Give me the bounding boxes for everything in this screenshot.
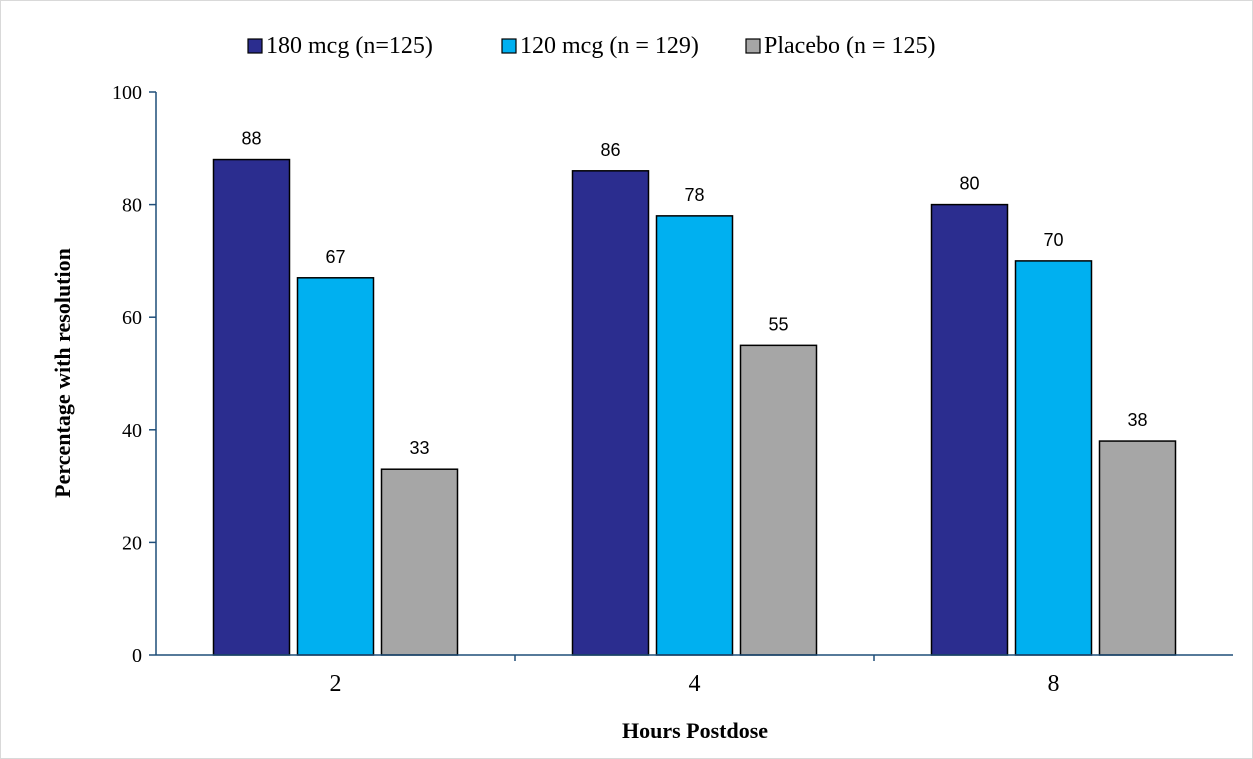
x-tick-label: 4 bbox=[689, 671, 701, 697]
legend-swatch bbox=[745, 38, 761, 54]
x-tick-label: 2 bbox=[330, 671, 342, 697]
x-tick-label: 8 bbox=[1048, 671, 1060, 697]
legend-label: 120 mcg (n = 129) bbox=[520, 33, 699, 59]
legend-label: 180 mcg (n=125) bbox=[266, 33, 433, 59]
data-label: 86 bbox=[600, 140, 620, 160]
bar-2-2 bbox=[296, 277, 375, 656]
y-tick-label: 100 bbox=[112, 82, 142, 104]
data-label: 33 bbox=[409, 438, 429, 458]
data-label: 78 bbox=[684, 185, 704, 205]
y-tick-label: 60 bbox=[122, 307, 142, 329]
data-label: 38 bbox=[1127, 410, 1147, 430]
data-label: 67 bbox=[325, 247, 345, 267]
bar-1-2 bbox=[212, 158, 291, 656]
legend-swatch bbox=[501, 38, 517, 54]
bar-3-8 bbox=[1098, 440, 1177, 656]
x-axis-label: Hours Postdose bbox=[622, 718, 768, 743]
data-labels: 88 67 33 86 78 55 80 70 38 bbox=[241, 129, 1147, 459]
y-axis-label: Percentage with resolution bbox=[50, 248, 75, 498]
data-label: 80 bbox=[959, 174, 979, 194]
axes: 0 20 40 60 80 100 2 4 8 bbox=[112, 82, 1233, 697]
legend-label: Placebo (n = 125) bbox=[764, 33, 936, 59]
data-label: 70 bbox=[1043, 230, 1063, 250]
legend: 180 mcg (n=125) 120 mcg (n = 129) Placebo … bbox=[247, 33, 936, 59]
y-tick-label: 80 bbox=[122, 195, 142, 217]
y-tick-label: 0 bbox=[132, 645, 142, 667]
data-label: 88 bbox=[241, 129, 261, 149]
legend-swatch bbox=[247, 38, 263, 54]
y-tick-label: 20 bbox=[122, 532, 142, 554]
y-tick-label: 40 bbox=[122, 420, 142, 442]
bar-3-4 bbox=[739, 344, 818, 656]
bar-1-8 bbox=[930, 203, 1009, 656]
bars bbox=[212, 158, 1177, 656]
bar-3-2 bbox=[380, 468, 459, 656]
bar-2-4 bbox=[655, 215, 734, 656]
data-label: 55 bbox=[768, 314, 788, 334]
bar-1-4 bbox=[571, 170, 650, 656]
bar-2-8 bbox=[1014, 260, 1093, 656]
